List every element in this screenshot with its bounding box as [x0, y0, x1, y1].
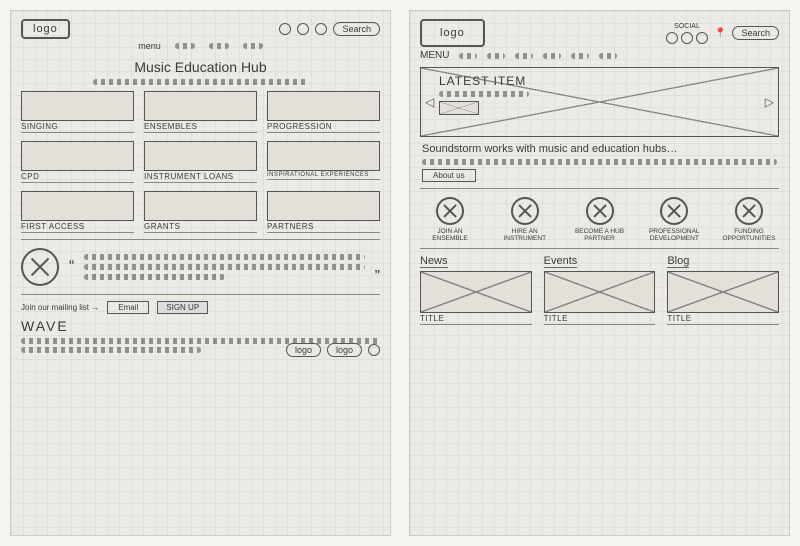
- link-label: JOIN AN ENSEMBLE: [420, 228, 480, 242]
- menu-label[interactable]: menu: [138, 41, 161, 51]
- social-icon[interactable]: [696, 32, 708, 44]
- tile-label: CPD: [21, 171, 134, 183]
- header-left: logo Search: [21, 19, 380, 39]
- social-icon[interactable]: [681, 32, 693, 44]
- card-title: TITLE: [667, 313, 779, 325]
- link-label: HIRE AN INSTRUMENT: [495, 228, 555, 242]
- divider: [21, 239, 380, 240]
- footer-icon[interactable]: [368, 344, 380, 356]
- menu-dot-icon[interactable]: [279, 23, 291, 35]
- menu-label[interactable]: MENU: [420, 50, 449, 61]
- page-title: Music Education Hub: [21, 59, 380, 75]
- logo[interactable]: logo: [21, 19, 70, 39]
- search-button[interactable]: Search: [333, 22, 380, 36]
- link-label: BECOME A HUB PARTNER: [570, 228, 630, 242]
- section-heading: Events: [544, 255, 578, 268]
- tile[interactable]: [144, 141, 257, 171]
- hero-cta[interactable]: [439, 101, 479, 115]
- signup-button[interactable]: SIGN UP: [157, 301, 208, 314]
- mailing-prompt: Join our mailing list →: [21, 303, 99, 312]
- content-sections: News TITLE Events TITLE Blog TITLE: [420, 255, 779, 325]
- card-thumb[interactable]: [667, 271, 779, 313]
- link-icon[interactable]: [511, 197, 539, 225]
- hero-title: LATEST ITEM: [439, 74, 529, 88]
- tile-label: SINGING: [21, 121, 134, 133]
- tile[interactable]: [21, 191, 134, 221]
- footer: Join our mailing list → Email SIGN UP WA…: [21, 301, 380, 357]
- tile-label: FIRST ACCESS: [21, 221, 134, 233]
- divider: [420, 188, 779, 189]
- tile[interactable]: [21, 141, 134, 171]
- tile[interactable]: [21, 91, 134, 121]
- card-thumb[interactable]: [544, 271, 656, 313]
- open-quote-icon: “: [69, 258, 74, 276]
- tile[interactable]: [144, 191, 257, 221]
- wireframe-left: logo Search menu Music Education Hub SIN…: [10, 10, 391, 536]
- section-heading: Blog: [667, 255, 689, 268]
- link-label: FUNDING OPPORTUNITIES: [719, 228, 779, 242]
- email-field[interactable]: Email: [107, 301, 149, 314]
- avatar-icon: [21, 248, 59, 286]
- footer-logo[interactable]: logo: [327, 343, 362, 357]
- card-title: TITLE: [544, 313, 656, 325]
- link-icon[interactable]: [735, 197, 763, 225]
- hero-carousel[interactable]: ◁ ▷ LATEST ITEM: [420, 67, 779, 137]
- tile-label: INSPIRATIONAL EXPERIENCES: [267, 171, 380, 180]
- divider: [420, 248, 779, 249]
- social-icon[interactable]: [666, 32, 678, 44]
- tile-label: PARTNERS: [267, 221, 380, 233]
- tile[interactable]: [267, 141, 380, 171]
- link-label: PROFESSIONAL DEVELOPMENT: [644, 228, 704, 242]
- tile[interactable]: [144, 91, 257, 121]
- prev-arrow-icon[interactable]: ◁: [425, 95, 434, 109]
- tile-label: ENSEMBLES: [144, 121, 257, 133]
- wireframe-right: logo SOCIAL 📍 Search MENU ◁ ▷ LATEST ITE…: [409, 10, 790, 536]
- search-button[interactable]: Search: [732, 26, 779, 40]
- tile-label: PROGRESSION: [267, 121, 380, 133]
- card-title: TITLE: [420, 313, 532, 325]
- link-icon[interactable]: [586, 197, 614, 225]
- header-right: logo SOCIAL 📍 Search: [420, 19, 779, 47]
- next-arrow-icon[interactable]: ▷: [765, 95, 774, 109]
- section-heading: News: [420, 255, 448, 268]
- close-quote-icon: ”: [375, 268, 380, 286]
- divider: [21, 294, 380, 295]
- menu-dot-icon[interactable]: [297, 23, 309, 35]
- intro-text: Soundstorm works with music and educatio…: [422, 143, 777, 156]
- menu-dot-icon[interactable]: [315, 23, 327, 35]
- about-button[interactable]: About us: [422, 169, 476, 182]
- quick-links: JOIN AN ENSEMBLE HIRE AN INSTRUMENT BECO…: [420, 197, 779, 242]
- card-thumb[interactable]: [420, 271, 532, 313]
- tile-grid: SINGING ENSEMBLES PROGRESSION CPD INSTRU…: [21, 91, 380, 233]
- quote-block: “ ”: [21, 248, 380, 286]
- link-icon[interactable]: [436, 197, 464, 225]
- tile[interactable]: [267, 191, 380, 221]
- social-label: SOCIAL: [674, 23, 700, 30]
- footer-logo[interactable]: logo: [286, 343, 321, 357]
- tile-label: GRANTS: [144, 221, 257, 233]
- wave-logo: WAVE: [21, 318, 380, 334]
- tile-label: INSTRUMENT LOANS: [144, 171, 257, 183]
- tile[interactable]: [267, 91, 380, 121]
- logo[interactable]: logo: [420, 19, 485, 47]
- pin-icon[interactable]: 📍: [714, 28, 726, 39]
- link-icon[interactable]: [660, 197, 688, 225]
